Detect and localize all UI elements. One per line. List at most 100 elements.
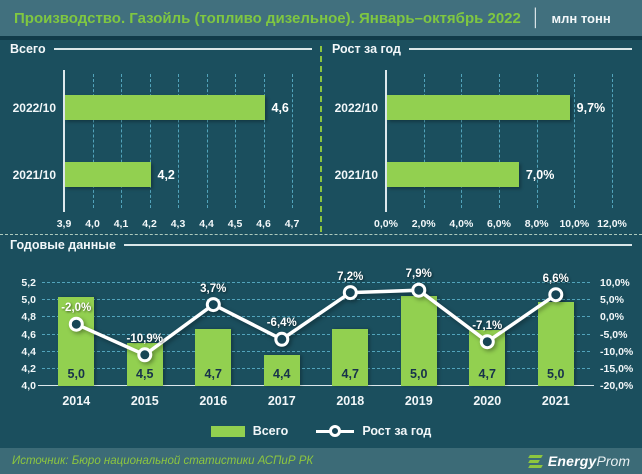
value-axis: 3,9 4,0 4,1 4,2 4,3 4,4 4,5 4,6 4,7 (57, 214, 300, 232)
category-label: 2021/10 (12, 167, 56, 182)
bar-value-label: 7,0% (525, 167, 555, 182)
right-axis-tick-label: -20,0% (600, 380, 634, 392)
left-axis-tick-label: 4,4 (21, 345, 36, 358)
panel-divider-horizontal (0, 234, 642, 235)
gridline (42, 282, 590, 283)
chart-title-total: Всего (10, 42, 46, 56)
bar (400, 295, 437, 386)
right-axis-tick-label: 5,0% (600, 294, 624, 307)
energyprom-icon (528, 454, 543, 468)
line-value-label: 6,6% (542, 272, 569, 285)
right-axis-tick-label: 10,0% (600, 277, 630, 289)
axis-tick-label: 4,6 (256, 218, 271, 230)
bar-value-label: 4,6 (271, 100, 289, 115)
x-axis-category-label: 2021 (541, 394, 570, 408)
header-divider (0, 36, 642, 40)
bar (195, 329, 232, 386)
gridline (292, 74, 293, 208)
axis-tick-label: 4,1 (113, 218, 129, 230)
legend-bar-label: Всего (252, 424, 289, 438)
left-axis: 4,0 4,2 4,4 4,6 4,8 5,0 5,2 (8, 277, 38, 392)
gridline (206, 74, 208, 208)
gridline (121, 74, 122, 208)
bar (387, 95, 570, 120)
axis-tick-label: 3,9 (56, 218, 72, 230)
x-axis-category-label: 2014 (62, 394, 91, 408)
gridline (612, 74, 613, 208)
source-text: Источник: Бюро национальной статистики А… (12, 455, 314, 467)
axis-tick-label: 2,0% (411, 218, 436, 230)
x-axis-category-label: 2019 (404, 394, 433, 408)
growth-bar-chart: 2022/10 2021/10 9,7% 7,0% 0,0% 2,0% 4,0% 6,0%… (334, 68, 628, 232)
line-path (75, 288, 557, 357)
title-rule (123, 244, 632, 246)
gridline (499, 74, 500, 208)
axis-tick-label: 10,0% (559, 218, 590, 230)
line-marker (479, 334, 495, 350)
line-marker (548, 287, 564, 303)
gridline (92, 74, 94, 208)
left-axis-tick-label: 4,2 (21, 362, 36, 375)
legend-line-label: Рост за год (362, 424, 432, 438)
gridline (149, 74, 151, 208)
bar-value-label: 5,0 (410, 367, 428, 381)
plot-area: 5,0 4,5 4,7 4,4 4,7 5,0 4,7 5,0 -2,0% -10,9% 3,7% -… (38, 268, 594, 386)
bar-value-label: 4,5 (136, 367, 154, 381)
total-bar-chart: 2022/10 2021/10 4,6 4,2 3,9 4,0 4,1 4,2 4,3 4,4… (12, 68, 308, 232)
gridline (42, 367, 590, 369)
panel-growth: Рост за год 2022/10 2021/10 9,7% 7,0% 0,0%… (330, 42, 634, 234)
brand-name-bold: Energy (547, 453, 597, 469)
line-value-label: 3,7% (200, 282, 227, 295)
category-axis: 2022/10 2021/10 (12, 74, 60, 208)
bar-value-label: 9,7% (576, 100, 606, 115)
value-axis: 0,0% 2,0% 4,0% 6,0% 8,0% 10,0% 12,0% (374, 214, 627, 232)
bar-value-label: 4,4 (273, 367, 291, 381)
legend: Всего Рост за год (8, 424, 634, 438)
category-label: 2022/10 (334, 100, 378, 115)
page-title: Производство. Газойль (топливо дизельное… (14, 9, 521, 27)
value-axis-line (63, 70, 65, 212)
panel-total: Всего 2022/10 2021/10 4,6 4,2 3,9 4,0 4,1 4,2… (8, 42, 314, 234)
x-axis: 2014 2015 2016 2017 2018 2019 2020 2021 (42, 392, 590, 408)
line-marker (205, 297, 221, 313)
line-value-label: -2,0% (61, 302, 92, 315)
legend-item-bar: Всего (210, 424, 289, 438)
axis-tick-label: 4,3 (170, 218, 186, 230)
bar (332, 328, 369, 386)
category-axis: 2022/10 2021/10 (334, 74, 382, 208)
gridline (461, 74, 463, 208)
x-axis-category-label: 2015 (130, 394, 159, 408)
gridline (178, 74, 179, 208)
axis-tick-label: 4,5 (227, 218, 243, 230)
left-axis-tick-label: 5,0 (21, 294, 36, 307)
axis-tick-label: 4,4 (199, 218, 214, 230)
line-marker (342, 285, 358, 301)
gridline (263, 74, 265, 208)
bar (263, 355, 300, 386)
bar-value-label: 4,7 (478, 367, 496, 381)
panel-annual: Годовые данные 4,0 4,2 4,4 4,6 4,8 5,0 5,2 5,0… (8, 238, 634, 446)
plot-area: 9,7% 7,0% (385, 70, 613, 212)
gridline (423, 74, 425, 208)
right-axis-tick-label: -5,0% (600, 328, 628, 341)
bar (387, 162, 519, 187)
line-marker (68, 316, 84, 332)
gridline (574, 74, 576, 208)
line-marker (274, 331, 290, 347)
bar-value-label: 5,0 (547, 367, 565, 381)
gridline (42, 333, 590, 335)
bar (65, 162, 151, 187)
gridline (235, 74, 236, 208)
line-marker (137, 347, 153, 363)
right-axis-tick-label: -10,0% (600, 345, 634, 358)
x-axis-category-label: 2016 (199, 394, 228, 408)
title-rule (408, 48, 632, 50)
right-axis-tick-label: -15,0% (600, 362, 634, 375)
x-axis-category-label: 2020 (473, 394, 502, 408)
axis-tick-label: 0,0% (374, 218, 398, 230)
bar-value-label: 4,7 (204, 367, 222, 381)
right-axis: -20,0% -15,0% -10,0% -5,0% 0,0% 5,0% 10,0% (596, 277, 634, 392)
gridline (42, 350, 590, 352)
legend-item-line: Рост за год (316, 424, 431, 438)
